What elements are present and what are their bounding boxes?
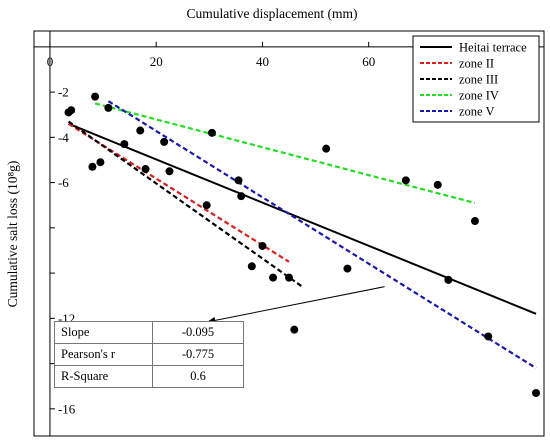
- legend-label: zone V: [459, 105, 495, 119]
- y-tick-label: -16: [58, 401, 76, 416]
- data-point: [237, 192, 246, 201]
- stats-value: -0.775: [152, 343, 244, 366]
- stats-table: Slope -0.095 Pearson's r -0.775 R-Square…: [54, 321, 244, 388]
- y-tick-label: -2: [58, 85, 69, 100]
- fit-line: [68, 122, 537, 315]
- y-axis-label: Cumulative salt loss (10⁸g): [5, 161, 20, 308]
- legend-label: zone IV: [459, 89, 499, 103]
- data-point: [91, 92, 100, 101]
- data-point: [207, 128, 216, 137]
- stats-value: -0.095: [152, 321, 244, 344]
- data-point: [285, 273, 293, 282]
- fit-line: [107, 100, 537, 370]
- x-tick-label: 60: [362, 54, 375, 69]
- data-point: [234, 176, 243, 185]
- stats-row: Pearson's r -0.775: [54, 343, 244, 366]
- data-point: [322, 144, 331, 153]
- stats-label: Slope: [54, 321, 153, 344]
- stats-label: Pearson's r: [54, 343, 153, 366]
- y-tick-label: -4: [58, 130, 69, 145]
- data-point: [136, 126, 145, 135]
- fit-line: [94, 102, 476, 205]
- stats-value: 0.6: [152, 365, 244, 388]
- data-point: [88, 162, 97, 171]
- data-point: [96, 158, 105, 167]
- data-point: [67, 106, 76, 115]
- data-point: [290, 325, 299, 334]
- chart-title: Cumulative displacement (mm): [187, 6, 358, 21]
- data-point: [532, 389, 541, 398]
- data-point: [343, 264, 352, 273]
- data-point: [433, 180, 442, 189]
- data-point: [258, 241, 267, 250]
- annotation: [206, 286, 385, 324]
- data-point: [141, 165, 150, 174]
- x-tick-label: 20: [150, 54, 163, 69]
- legend-label: zone III: [459, 73, 498, 87]
- data-point: [202, 201, 211, 210]
- plot-frame: [33, 30, 545, 437]
- fit-lines: [67, 100, 537, 370]
- data-point: [165, 167, 174, 176]
- legend-label: zone II: [459, 57, 494, 71]
- data-point: [470, 217, 479, 226]
- data-point: [269, 273, 278, 282]
- data-point: [484, 332, 493, 341]
- x-tick-label: 40: [256, 54, 269, 69]
- data-point: [401, 176, 410, 185]
- stats-row: Slope -0.095: [54, 321, 244, 344]
- y-tick-label: -6: [58, 175, 69, 190]
- stats-label: R-Square: [54, 365, 153, 388]
- data-point: [444, 275, 453, 284]
- data-point: [120, 140, 129, 149]
- legend-label: Heitai terrace: [459, 41, 527, 55]
- data-point: [160, 137, 169, 146]
- x-tick-label: 0: [47, 54, 54, 69]
- data-points: [64, 92, 541, 398]
- legend: Heitai terrace zone II zone III zone IV zone…: [412, 35, 540, 123]
- annotation-arrow: [206, 286, 385, 323]
- data-point: [104, 103, 113, 112]
- stats-row: R-Square 0.6: [54, 365, 244, 388]
- data-point: [247, 262, 256, 271]
